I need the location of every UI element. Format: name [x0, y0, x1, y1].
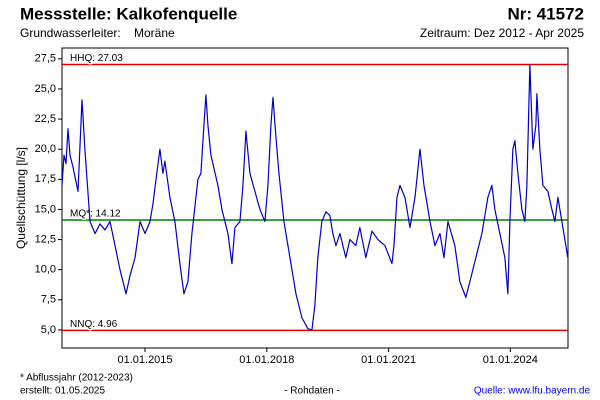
data-line	[61, 64, 569, 331]
y-tick-label: 15,0	[35, 203, 56, 215]
y-axis-label: Quellschüttung [l/s]	[14, 147, 28, 249]
data-note: - Rohdaten -	[284, 386, 340, 397]
footnote: * Abflussjahr (2012-2023)	[20, 373, 133, 384]
y-tick-label: 5,0	[41, 324, 56, 336]
y-tick-label: 17,5	[35, 173, 56, 185]
reference-label: MQ*: 14.12	[70, 209, 121, 220]
x-tick-label: 01.01.2021	[361, 354, 416, 366]
reference-label: HHQ: 27.03	[70, 53, 123, 64]
y-tick-label: 12,5	[35, 233, 56, 245]
x-tick-label: 01.01.2015	[117, 354, 172, 366]
period: Zeitraum: Dez 2012 - Apr 2025	[420, 26, 584, 40]
y-tick-label: 25,0	[35, 83, 56, 95]
x-tick-label: 01.01.2024	[483, 354, 538, 366]
y-tick-label: 10,0	[35, 264, 56, 276]
station-number: Nr: 41572	[507, 4, 584, 23]
y-tick-label: 22,5	[35, 113, 56, 125]
y-tick-label: 20,0	[35, 143, 56, 155]
source-link[interactable]: Quelle: www.lfu.bayern.de	[474, 386, 591, 397]
reference-label: NNQ: 4.96	[70, 319, 118, 330]
y-tick-label: 7,5	[41, 294, 56, 306]
aquifer-label: Grundwasserleiter:	[20, 26, 121, 40]
created: erstellt: 01.05.2025	[20, 386, 105, 397]
x-tick-label: 01.01.2018	[239, 354, 294, 366]
chart-title: Messstelle: Kalkofenquelle	[20, 4, 237, 23]
aquifer: Moräne	[134, 26, 175, 40]
y-tick-label: 27,5	[35, 53, 56, 65]
plot-frame	[61, 47, 569, 349]
